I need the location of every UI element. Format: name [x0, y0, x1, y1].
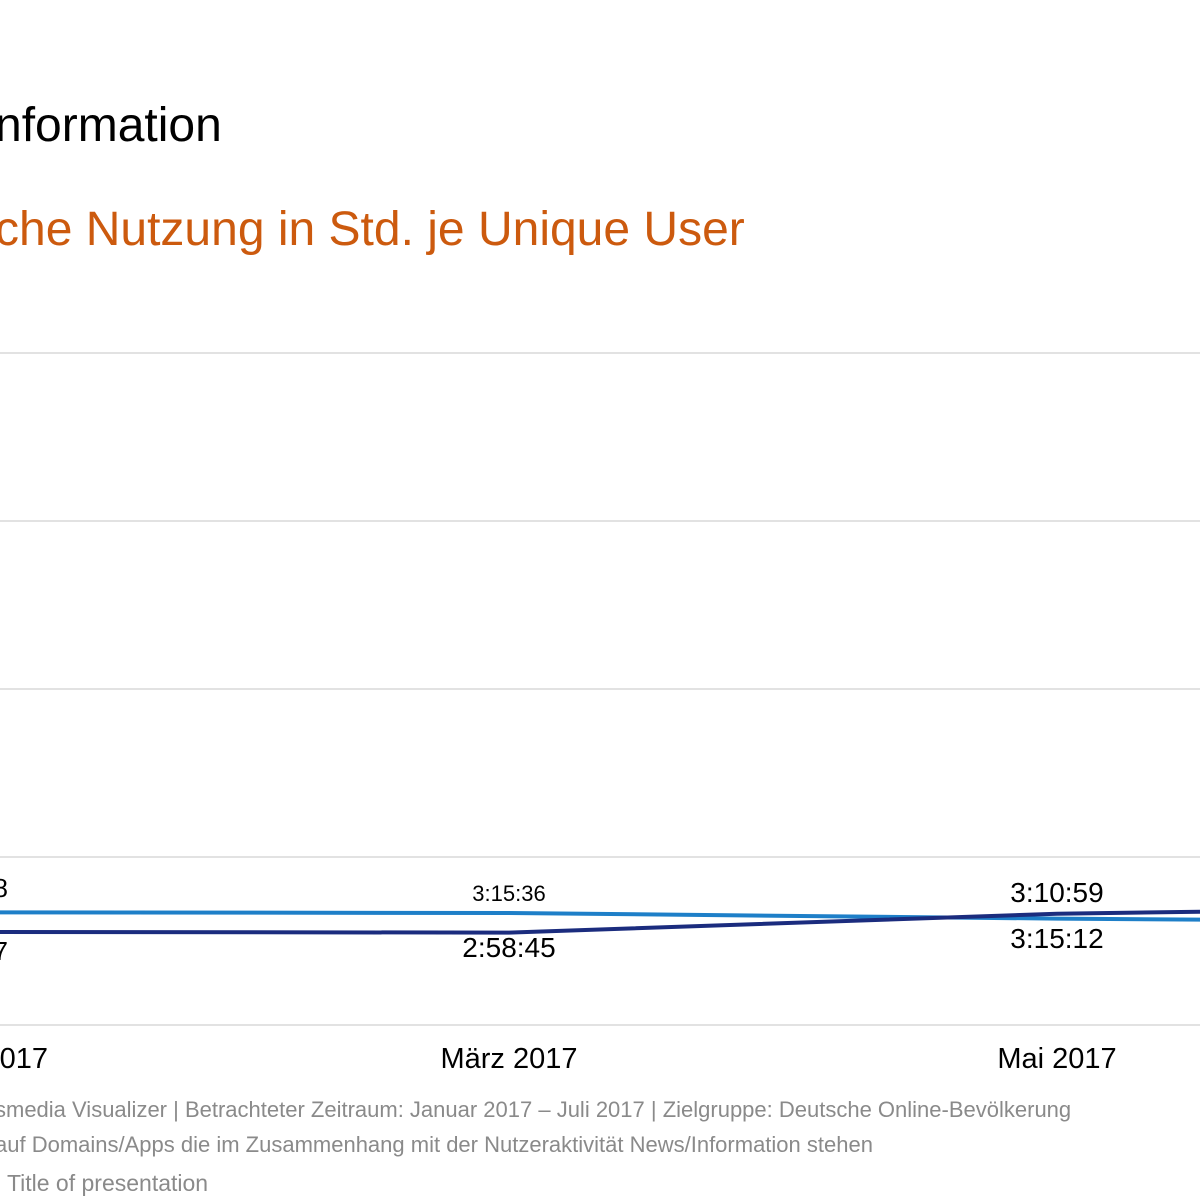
data-label: 2:58:45: [462, 932, 555, 963]
chart-title: nformation: [0, 99, 222, 152]
x-tick-label: 2017: [0, 1043, 48, 1075]
presentation-footer: | Title of presentation: [0, 1170, 209, 1196]
line-chart: 8 3:15:36 3:10:59 7 2:58:45 3:15:12 2017 März 2…: [0, 352, 1200, 1075]
data-label: 3:10:59: [1010, 877, 1103, 908]
definition-footnote: auf Domains/Apps die im Zusammenhang mit…: [0, 1132, 873, 1157]
series-line: [0, 909, 1200, 935]
series-line: [0, 910, 1200, 922]
x-tick-label: Mai 2017: [997, 1043, 1116, 1075]
chart-subtitle: che Nutzung in Std. je Unique User: [0, 203, 745, 256]
data-label: 8: [0, 873, 8, 903]
x-tick-label: März 2017: [440, 1043, 577, 1075]
data-label: 7: [0, 936, 8, 966]
data-label: 3:15:12: [1010, 923, 1103, 954]
source-footnote: smedia Visualizer | Betrachteter Zeitrau…: [0, 1097, 1072, 1122]
data-label: 3:15:36: [472, 881, 545, 906]
